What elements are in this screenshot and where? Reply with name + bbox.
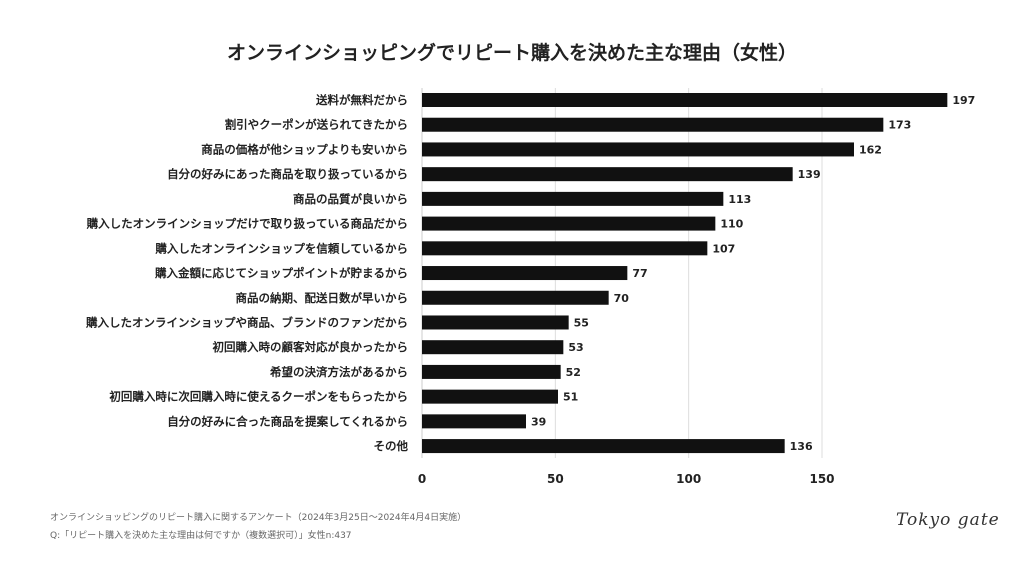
category-label: 送料が無料だから: [315, 93, 408, 107]
bar: [422, 266, 628, 281]
bar: [422, 315, 569, 330]
data-label: 113: [728, 193, 751, 206]
bar: [422, 364, 561, 379]
survey-note: オンラインショッピングのリピート購入に関するアンケート（2024年3月25日〜2…: [50, 513, 467, 523]
data-label: 107: [712, 242, 735, 255]
data-label: 136: [790, 440, 813, 453]
bar: [422, 117, 884, 132]
bar: [422, 389, 558, 404]
x-tick-label: 100: [676, 472, 701, 486]
chart-title: オンラインショッピングでリピート購入を決めた主な理由（女性）: [226, 42, 797, 64]
category-label: 希望の決済方法があるから: [269, 365, 408, 379]
category-label: 初回購入時の顧客対応が良かったから: [213, 340, 409, 354]
data-label: 52: [566, 366, 581, 379]
bar: [422, 191, 724, 206]
x-tick-label: 0: [418, 472, 426, 486]
category-label: その他: [374, 439, 409, 453]
data-label: 53: [568, 341, 583, 354]
data-label: 162: [859, 143, 882, 156]
data-label: 55: [574, 316, 589, 329]
bar: [422, 340, 564, 355]
category-label: 初回購入時に次回購入時に使えるクーポンをもらったから: [109, 390, 408, 404]
x-tick-label: 150: [809, 472, 834, 486]
category-label: 購入金額に応じてショップポイントが貯まるから: [154, 266, 408, 280]
data-label: 39: [531, 415, 546, 428]
category-label: 商品の品質が良いから: [293, 192, 408, 206]
data-label: 70: [614, 292, 630, 305]
question-note: Q:「リピート購入を決めた主な理由は何ですか（複数選択可）」女性n:437: [50, 531, 352, 541]
category-label: 割引やクーポンが送られてきたから: [225, 118, 408, 132]
category-label: 自分の好みにあった商品を取り扱っているから: [167, 167, 408, 181]
category-label: 購入したオンラインショップや商品、ブランドのファンだから: [85, 315, 408, 329]
category-label: 商品の価格が他ショップよりも安いから: [201, 142, 408, 156]
x-tick-label: 50: [547, 472, 564, 486]
data-label: 51: [563, 391, 578, 404]
brand-logo: Tokyo gate: [896, 510, 1000, 530]
bar: [422, 142, 854, 157]
data-label: 110: [720, 218, 743, 231]
bar: [422, 216, 716, 231]
data-label: 139: [798, 168, 821, 181]
bar: [422, 439, 785, 454]
bar: [422, 93, 948, 107]
bar: [422, 167, 793, 182]
data-label: 77: [632, 267, 647, 280]
category-label: 商品の納期、配送日数が早いから: [236, 291, 409, 305]
bar: [422, 414, 526, 429]
category-label: 購入したオンラインショップを信頼しているから: [154, 241, 408, 255]
bar: [422, 290, 609, 305]
data-label: 197: [952, 94, 975, 107]
category-label: 自分の好みに合った商品を提案してくれるから: [167, 414, 408, 428]
category-label: 購入したオンラインショップだけで取り扱っている商品だから: [86, 217, 408, 231]
bar: [422, 241, 708, 256]
data-label: 173: [888, 119, 911, 132]
